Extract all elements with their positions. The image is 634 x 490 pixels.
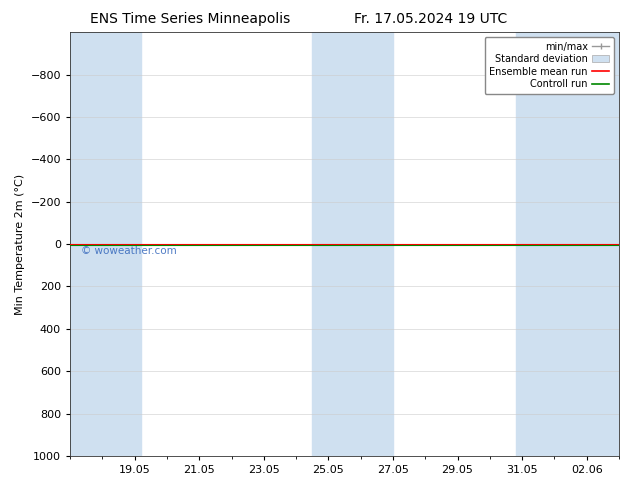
Text: © woweather.com: © woweather.com <box>81 246 177 256</box>
Y-axis label: Min Temperature 2m (°C): Min Temperature 2m (°C) <box>15 173 25 315</box>
Legend: min/max, Standard deviation, Ensemble mean run, Controll run: min/max, Standard deviation, Ensemble me… <box>484 37 614 94</box>
Text: ENS Time Series Minneapolis: ENS Time Series Minneapolis <box>90 12 290 26</box>
Bar <box>70 32 141 456</box>
Bar <box>515 32 619 456</box>
Bar <box>313 32 393 456</box>
Text: Fr. 17.05.2024 19 UTC: Fr. 17.05.2024 19 UTC <box>354 12 508 26</box>
